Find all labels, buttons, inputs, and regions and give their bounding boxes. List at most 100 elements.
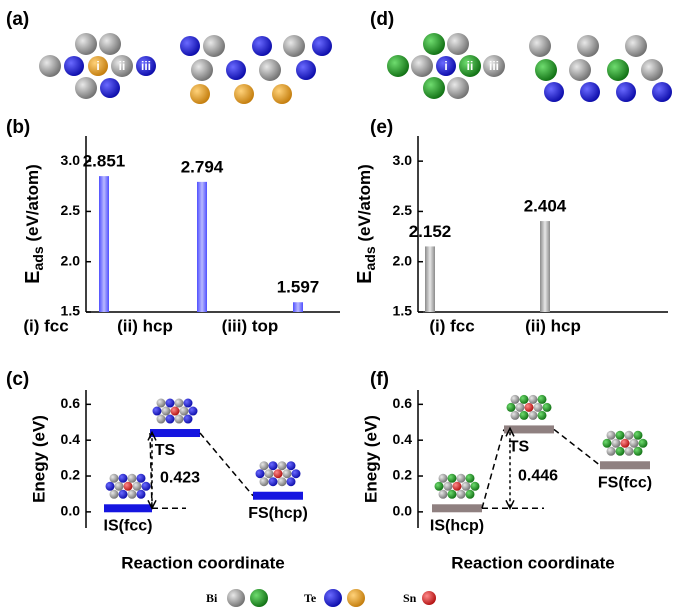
- connector: [149, 432, 153, 509]
- atom: [633, 446, 643, 456]
- atom: [506, 402, 516, 412]
- y-tick-label: 0.0: [61, 503, 81, 519]
- atom: [633, 430, 643, 440]
- x-tick-label: (iii) top: [222, 316, 279, 335]
- legend-label: Te: [304, 591, 317, 605]
- energy-level: [253, 491, 303, 500]
- atom: [165, 414, 175, 424]
- site-label: iii: [489, 59, 499, 73]
- data-label: 2.851: [83, 152, 126, 171]
- structure-d-top: [387, 33, 505, 99]
- atom: [109, 489, 119, 499]
- x-tick-label: (ii) hcp: [525, 316, 581, 335]
- y-tick-label: 0.2: [61, 467, 81, 483]
- y-tick-label: 2.0: [393, 252, 413, 268]
- atom: [615, 430, 625, 440]
- atom: [268, 477, 278, 487]
- state-label: FS(fcc): [598, 474, 652, 491]
- energy-level: [150, 429, 200, 438]
- y-tick-label: 3.0: [393, 152, 413, 168]
- site-label: iii: [141, 59, 151, 73]
- atom: [136, 473, 146, 483]
- barrier-label: 0.423: [160, 470, 200, 487]
- panel-label: (a): [6, 9, 29, 30]
- y-tick-label: 2.0: [61, 252, 81, 268]
- x-axis-label: Reaction coordinate: [451, 553, 614, 572]
- atom: [438, 473, 448, 483]
- x-tick-label: (ii) hcp: [117, 316, 173, 335]
- atom: [447, 473, 457, 483]
- y-axis-label-part: ads: [362, 246, 378, 270]
- state-label: IS(fcc): [104, 518, 153, 535]
- bar: [293, 302, 303, 312]
- panel-label: (b): [6, 117, 30, 138]
- structure-d-side: [529, 35, 672, 102]
- y-axis-label-part: E: [354, 270, 376, 283]
- y-axis-label-part: ads: [30, 246, 46, 270]
- energy-level: [432, 504, 482, 513]
- atom: [286, 477, 296, 487]
- atom: [524, 402, 534, 412]
- atom: [132, 481, 142, 491]
- atom: [456, 489, 466, 499]
- site-label: i: [96, 59, 99, 73]
- panel-label: (c): [6, 369, 29, 390]
- atom: [165, 398, 175, 408]
- connector: [553, 428, 601, 466]
- atom: [624, 446, 634, 456]
- x-tick-label: (i) fcc: [23, 316, 68, 335]
- atom: [443, 481, 453, 491]
- arrow-head: [505, 499, 515, 510]
- atom: [179, 406, 189, 416]
- panel-label: (f): [370, 369, 389, 390]
- atom: [161, 406, 171, 416]
- y-tick-label: 1.5: [393, 303, 413, 319]
- bar: [99, 176, 109, 312]
- state-label: IS(hcp): [430, 518, 484, 535]
- legend-label: Sn: [403, 591, 417, 605]
- atom: [141, 481, 151, 491]
- y-axis-label: Enegy (eV): [29, 415, 48, 503]
- atom: [519, 410, 529, 420]
- site-label: i: [444, 59, 447, 73]
- legend-swatch: [422, 591, 436, 605]
- y-tick-label: 0.2: [393, 467, 413, 483]
- arrow-head: [147, 499, 157, 510]
- bar: [425, 246, 435, 312]
- data-label: 2.404: [524, 197, 567, 216]
- y-tick-label: 2.5: [393, 202, 413, 218]
- atom: [510, 394, 520, 404]
- state-label: TS: [509, 439, 530, 456]
- atom: [277, 461, 287, 471]
- atom: [537, 410, 547, 420]
- energy-level: [504, 425, 554, 434]
- bar: [197, 181, 207, 312]
- atom: [438, 489, 448, 499]
- atom: [183, 414, 193, 424]
- atom: [123, 481, 133, 491]
- atom: [291, 469, 301, 479]
- atom: [255, 469, 265, 479]
- y-axis-label-part: E: [22, 270, 44, 283]
- arrow-head: [147, 430, 157, 441]
- atom: [470, 481, 480, 491]
- atom: [434, 481, 444, 491]
- atom: [105, 481, 115, 491]
- atom: [183, 398, 193, 408]
- atom: [638, 438, 648, 448]
- arrow-head: [505, 426, 515, 437]
- atom: [624, 430, 634, 440]
- site-label: ii: [467, 59, 474, 73]
- legend-swatch: [347, 589, 365, 607]
- atom: [156, 398, 166, 408]
- y-tick-label: 0.4: [393, 431, 413, 447]
- energy-level: [104, 504, 152, 513]
- atom: [620, 438, 630, 448]
- atom: [533, 402, 543, 412]
- atom: [537, 394, 547, 404]
- atom: [264, 469, 274, 479]
- atom: [127, 489, 137, 499]
- atom: [606, 446, 616, 456]
- atom: [268, 461, 278, 471]
